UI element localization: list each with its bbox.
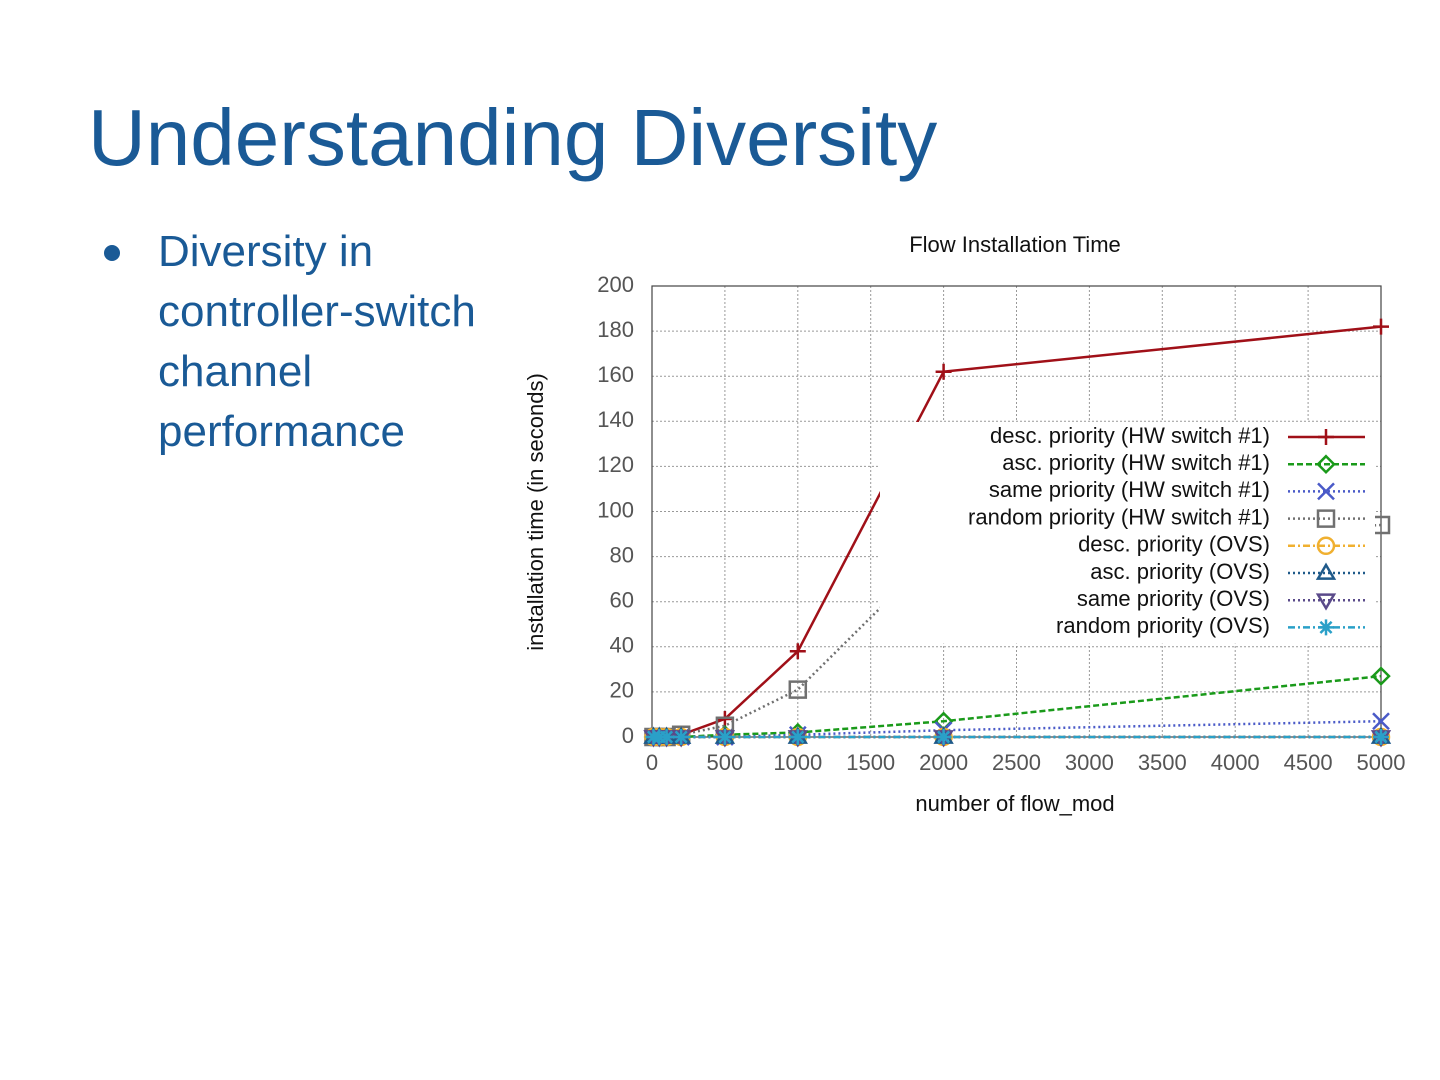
y-tick-label: 80 (610, 542, 634, 567)
bullet: Diversity in controller-switch channel p… (100, 222, 518, 462)
marker (1371, 666, 1391, 686)
y-tick-label: 40 (610, 633, 634, 658)
series-line (653, 719, 1382, 739)
marker (658, 729, 675, 745)
marker (1372, 712, 1390, 731)
legend-label: asc. priority (HW switch #1) (1002, 450, 1270, 475)
legend-label: same priority (HW switch #1) (989, 477, 1270, 502)
legend-label: random priority (OVS) (1056, 613, 1270, 638)
marker (1373, 729, 1389, 745)
legend-marker (1316, 454, 1336, 474)
x-tick-label: 1000 (773, 750, 822, 775)
chart-title: Flow Installation Time (909, 232, 1121, 257)
legend-background (880, 422, 1375, 644)
legend-label: same priority (OVS) (1077, 586, 1270, 611)
series-line (653, 523, 1382, 739)
x-tick-label: 2500 (992, 750, 1041, 775)
legend-label: random priority (HW switch #1) (968, 504, 1270, 529)
y-tick-label: 160 (597, 362, 634, 387)
marker (935, 729, 952, 745)
marker (788, 680, 808, 699)
x-tick-label: 500 (707, 750, 744, 775)
slide-title: Understanding Diversity (88, 93, 938, 182)
x-tick-label: 2000 (919, 750, 968, 775)
legend-label: desc. priority (HW switch #1) (990, 423, 1270, 448)
legend-marker (1318, 619, 1334, 636)
legend-label: asc. priority (OVS) (1090, 559, 1270, 584)
legend-marker (1317, 482, 1335, 501)
x-tick-label: 1500 (846, 750, 895, 775)
legend-marker (1315, 562, 1337, 580)
x-tick-label: 0 (646, 750, 658, 775)
y-tick-label: 200 (597, 272, 634, 297)
y-tick-label: 60 (610, 588, 634, 613)
y-tick-label: 100 (597, 497, 634, 522)
legend-marker (1316, 509, 1336, 528)
marker (673, 729, 690, 745)
x-tick-label: 4000 (1211, 750, 1260, 775)
y-tick-label: 120 (597, 452, 634, 477)
y-tick-label: 0 (622, 723, 634, 748)
legend-marker (1315, 593, 1337, 611)
y-tick-label: 140 (597, 407, 634, 432)
y-axis-label: installation time (in seconds) (523, 373, 548, 651)
marker (789, 643, 806, 660)
legend-marker (1318, 429, 1334, 445)
y-tick-label: 20 (610, 678, 634, 703)
bullet-list: Diversity in controller-switch channel p… (100, 222, 518, 462)
x-tick-label: 3500 (1138, 750, 1187, 775)
x-axis-label: number of flow_mod (915, 791, 1114, 816)
marker (716, 729, 733, 745)
x-tick-label: 5000 (1357, 750, 1406, 775)
x-tick-label: 4500 (1284, 750, 1333, 775)
marker (935, 363, 952, 380)
legend-marker (1316, 536, 1336, 555)
legend-label: desc. priority (OVS) (1078, 532, 1270, 557)
y-tick-label: 180 (597, 317, 634, 342)
marker (789, 729, 806, 745)
x-tick-label: 3000 (1065, 750, 1114, 775)
marker (1373, 318, 1389, 335)
